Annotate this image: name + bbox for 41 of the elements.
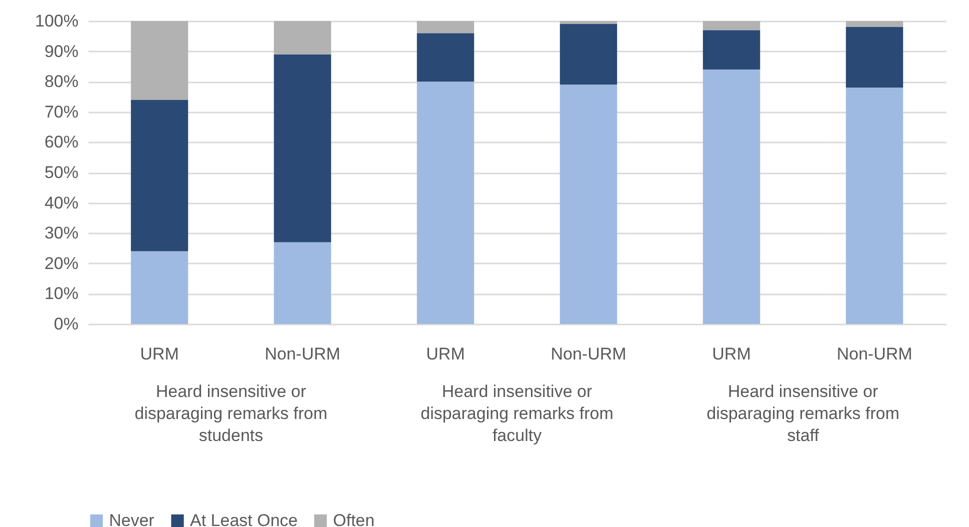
bar (274, 54, 332, 242)
bar (560, 24, 618, 85)
bar (416, 33, 474, 82)
bar (274, 242, 332, 324)
legend-label: Often (333, 510, 375, 527)
bar (130, 21, 188, 100)
y-tick-label: 10% (44, 284, 78, 304)
bar (416, 21, 474, 34)
bar (846, 27, 904, 88)
x-tick-label: URM (140, 344, 179, 364)
text: Heard insensitive or disparaging remarks from staff (706, 382, 900, 445)
x-tick-label: Non-URM (264, 344, 340, 364)
y-tick-label: 60% (44, 132, 78, 152)
bar (702, 69, 760, 324)
bar (560, 84, 618, 324)
legend-label: At Least Once (190, 510, 298, 527)
bar (416, 82, 474, 324)
bar (702, 30, 760, 70)
x-tick-label: Non-URM (836, 344, 912, 364)
x-tick-label: URM (426, 344, 465, 364)
y-tick-label: 40% (44, 193, 78, 212)
bar (274, 21, 332, 54)
bar (846, 88, 904, 324)
y-tick-label: 80% (44, 72, 78, 92)
y-tick-label: 100% (35, 12, 78, 30)
legend-label: Never (109, 510, 155, 527)
bar (130, 100, 188, 252)
bar (846, 21, 904, 28)
bar (130, 251, 188, 324)
y-tick-label: 20% (44, 254, 78, 273)
text: Heard insensitive or disparaging remarks from faculty (420, 382, 614, 445)
text: Heard insensitive or disparaging remarks from students (134, 382, 328, 445)
x-tick-label: Non-URM (550, 344, 626, 364)
y-tick-label: 30% (44, 224, 78, 243)
y-tick-label: 50% (44, 163, 78, 182)
y-tick-label: 70% (44, 102, 78, 122)
bar (560, 21, 618, 24)
y-tick-label: 0% (54, 314, 78, 334)
bar (702, 21, 760, 30)
y-tick-label: 90% (44, 42, 78, 61)
x-tick-label: URM (712, 344, 751, 364)
